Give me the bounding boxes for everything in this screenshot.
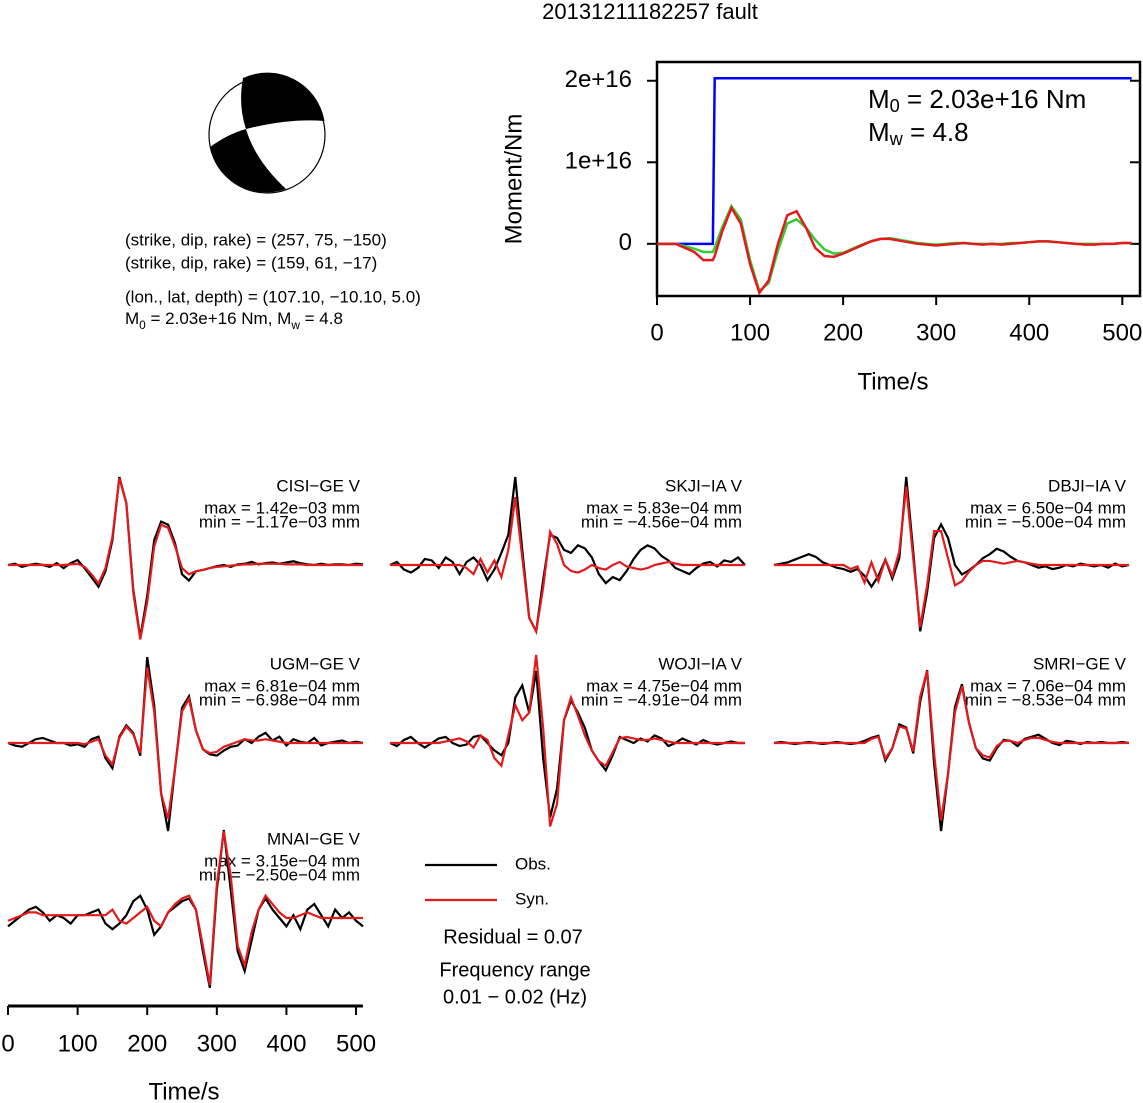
max-label: max = 6.81e−04 mm xyxy=(204,676,360,695)
max-label: max = 4.75e−04 mm xyxy=(586,676,742,695)
x-tick-label: 200 xyxy=(127,1030,167,1057)
y-axis-label: Moment/Nm xyxy=(500,114,527,245)
nodal-plane: (strike, dip, rake) = (257, 75, −150) xyxy=(125,230,387,249)
station-label: WOJI−IA V xyxy=(658,654,742,673)
legend-label: Obs. xyxy=(515,854,551,873)
waveform xyxy=(8,667,363,819)
moment-text: M0 = 2.03e+16 Nm, Mw = 4.8 xyxy=(125,309,343,332)
location: (lon., lat, depth) = (107.10, −10.10, 5.… xyxy=(125,287,421,306)
min-label: min = −8.53e−04 mm xyxy=(965,690,1126,709)
station-label: CISI−GE V xyxy=(276,476,360,495)
x-tick-label: 400 xyxy=(1009,319,1049,346)
x-tick-label: 300 xyxy=(197,1030,237,1057)
x-tick-label: 0 xyxy=(1,1030,14,1057)
x-axis-label: Time/s xyxy=(148,1078,219,1103)
moment-curve xyxy=(657,205,1132,296)
text-part: = 4.8 xyxy=(300,309,343,328)
subscript: 0 xyxy=(890,96,900,116)
waveform xyxy=(774,486,1129,628)
frequency-range: Frequency range xyxy=(439,959,590,981)
y-tick-label: 0 xyxy=(619,229,632,256)
text-part: M xyxy=(868,84,890,114)
waveform xyxy=(8,477,363,640)
max-label: max = 7.06e−04 mm xyxy=(970,676,1126,695)
beachball-compressional xyxy=(241,72,325,129)
max-label: max = 5.83e−04 mm xyxy=(586,498,742,517)
x-tick-label: 300 xyxy=(916,319,956,346)
station-label: MNAI−GE V xyxy=(267,829,361,848)
waveform xyxy=(389,476,746,636)
min-label: min = −2.50e−04 mm xyxy=(199,865,360,884)
legend-label: Syn. xyxy=(515,889,549,908)
x-tick-label: 200 xyxy=(823,319,863,346)
min-label: min = −6.98e−04 mm xyxy=(199,690,360,709)
subscript: 0 xyxy=(139,318,146,332)
text-part: = 2.03e+16 Nm xyxy=(900,84,1086,114)
beachball xyxy=(208,72,326,194)
waveform xyxy=(7,831,363,986)
waveform xyxy=(390,496,745,635)
annotation: M0 = 2.03e+16 Nm xyxy=(868,84,1086,116)
y-tick-label: 1e+16 xyxy=(565,148,632,175)
text-part: = 4.8 xyxy=(903,117,969,147)
x-tick-label: 100 xyxy=(730,319,770,346)
min-label: min = −4.91e−04 mm xyxy=(581,690,742,709)
beachball-compressional xyxy=(210,129,286,193)
station-label: SMRI−GE V xyxy=(1033,654,1127,673)
text-part: = 2.03e+16 Nm, M xyxy=(146,309,292,328)
min-label: min = −5.00e−04 mm xyxy=(965,512,1126,531)
subscript: w xyxy=(290,318,300,332)
max-label: max = 6.50e−04 mm xyxy=(970,498,1126,517)
x-tick-label: 100 xyxy=(58,1030,98,1057)
figure-title: 20131211182257 fault xyxy=(542,0,758,24)
station-label: SKJI−IA V xyxy=(665,476,743,495)
waveform xyxy=(7,829,364,989)
station-label: UGM−GE V xyxy=(270,654,361,673)
annotation: Mw = 4.8 xyxy=(868,117,969,149)
x-tick-label: 400 xyxy=(266,1030,306,1057)
max-label: max = 1.42e−03 mm xyxy=(204,498,360,517)
nodal-plane: (strike, dip, rake) = (159, 61, −17) xyxy=(125,253,377,272)
subscript: w xyxy=(889,129,904,149)
x-tick-label: 500 xyxy=(1102,319,1142,346)
min-label: min = −4.56e−04 mm xyxy=(581,512,742,531)
y-tick-label: 2e+16 xyxy=(565,66,632,93)
x-tick-label: 0 xyxy=(650,319,663,346)
plot-frame xyxy=(655,60,1142,298)
station-label: DBJI−IA V xyxy=(1048,476,1127,495)
waveform xyxy=(774,670,1129,821)
moment-curve xyxy=(657,77,1132,246)
text-part: M xyxy=(868,117,890,147)
max-label: max = 3.15e−04 mm xyxy=(204,851,360,870)
residual: Residual = 0.07 xyxy=(443,926,583,948)
x-tick-label: 500 xyxy=(336,1030,376,1057)
frequency-range: 0.01 − 0.02 (Hz) xyxy=(443,986,587,1008)
x-axis-label: Time/s xyxy=(857,368,928,395)
waveform xyxy=(390,654,745,827)
text-part: M xyxy=(125,309,139,328)
min-label: min = −1.17e−03 mm xyxy=(199,512,360,531)
